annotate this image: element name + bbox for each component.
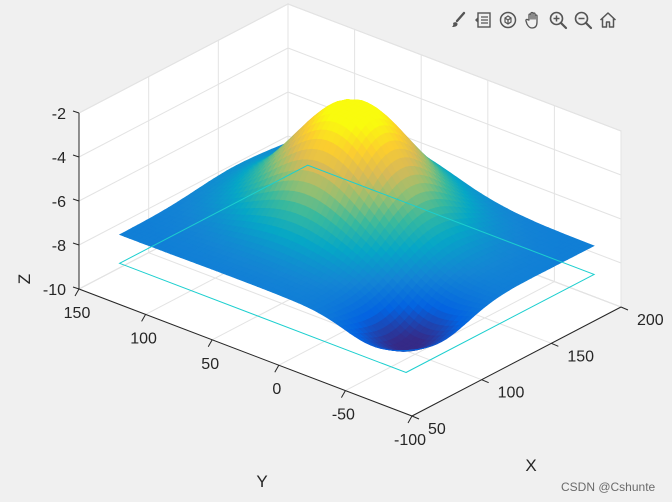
axis-labels: X Y Z <box>15 274 537 491</box>
surface-face <box>118 231 130 237</box>
tick-labels: 50 100 150 200 150 100 50 0 -50 -100 -2 -4 -6 -8 -10 <box>43 106 664 449</box>
rotate-3d-button[interactable] <box>496 6 520 34</box>
grid-line-z-side <box>287 47 622 176</box>
z-tick-mark <box>72 242 80 246</box>
z-tick-mark <box>72 198 80 202</box>
legend-icon <box>475 12 491 28</box>
y-tick-mark <box>74 288 80 297</box>
brush-button[interactable] <box>446 6 470 34</box>
x-tick-label: 50 <box>428 421 446 438</box>
y-tick-mark <box>274 364 280 373</box>
pan-hand-icon <box>525 11 538 29</box>
pan-hand-button[interactable] <box>521 6 545 34</box>
y-tick-mark <box>207 339 213 348</box>
zoom-in-button[interactable] <box>546 6 570 34</box>
y-tick-mark <box>407 415 413 424</box>
z-tick-label: -8 <box>52 238 66 255</box>
zoom-out-icon <box>574 11 593 30</box>
x-tick-label: 200 <box>637 312 664 329</box>
grid-line-x-floor <box>148 252 482 381</box>
y-axis-line <box>78 288 413 417</box>
axis-lines <box>72 110 629 424</box>
y-tick-label: 50 <box>201 356 219 373</box>
y-axis-label: Y <box>256 472 267 491</box>
surface-base-outline <box>118 164 596 374</box>
z-tick-mark <box>72 110 80 114</box>
x-tick-mark <box>481 379 489 384</box>
z-tick-mark <box>72 286 80 290</box>
y-tick-label: -100 <box>394 432 426 449</box>
z-tick-label: -4 <box>52 150 66 167</box>
z-tick-label: -10 <box>43 282 66 299</box>
y-tick-mark <box>340 390 346 398</box>
grid-line-z-back <box>78 135 289 246</box>
zoom-in-icon <box>549 11 568 30</box>
z-tick-mark <box>72 154 80 158</box>
figure-toolbar <box>446 6 620 34</box>
x-tick-mark <box>551 342 559 347</box>
grid-line-z-back <box>78 91 289 202</box>
grid-line-z-back <box>78 47 289 158</box>
y-tick-mark <box>141 314 147 322</box>
watermark: CSDN @Cshunte <box>561 480 656 494</box>
x-axis-label: X <box>525 456 536 475</box>
surface-mesh <box>118 98 595 352</box>
z-tick-label: -6 <box>52 194 66 211</box>
brush-icon <box>452 11 466 27</box>
y-tick-label: 0 <box>272 381 281 398</box>
home-icon <box>599 12 617 28</box>
rotate-3d-icon <box>499 11 517 29</box>
x-tick-label: 100 <box>498 385 525 402</box>
z-tick-label: -2 <box>52 106 66 123</box>
x-tick-mark <box>411 415 420 420</box>
x-tick-label: 150 <box>567 348 594 365</box>
home-button[interactable] <box>596 6 620 34</box>
y-tick-label: 150 <box>64 305 91 322</box>
grid-line-z-side <box>287 3 622 132</box>
x-tick-mark <box>620 306 629 311</box>
z-axis-label: Z <box>15 274 34 284</box>
x-axis-line <box>411 306 622 417</box>
zoom-out-button[interactable] <box>571 6 595 34</box>
grid-line-z-back <box>78 3 289 114</box>
y-tick-label: -50 <box>332 407 355 424</box>
legend-button[interactable] <box>471 6 495 34</box>
y-tick-label: 100 <box>130 330 157 347</box>
